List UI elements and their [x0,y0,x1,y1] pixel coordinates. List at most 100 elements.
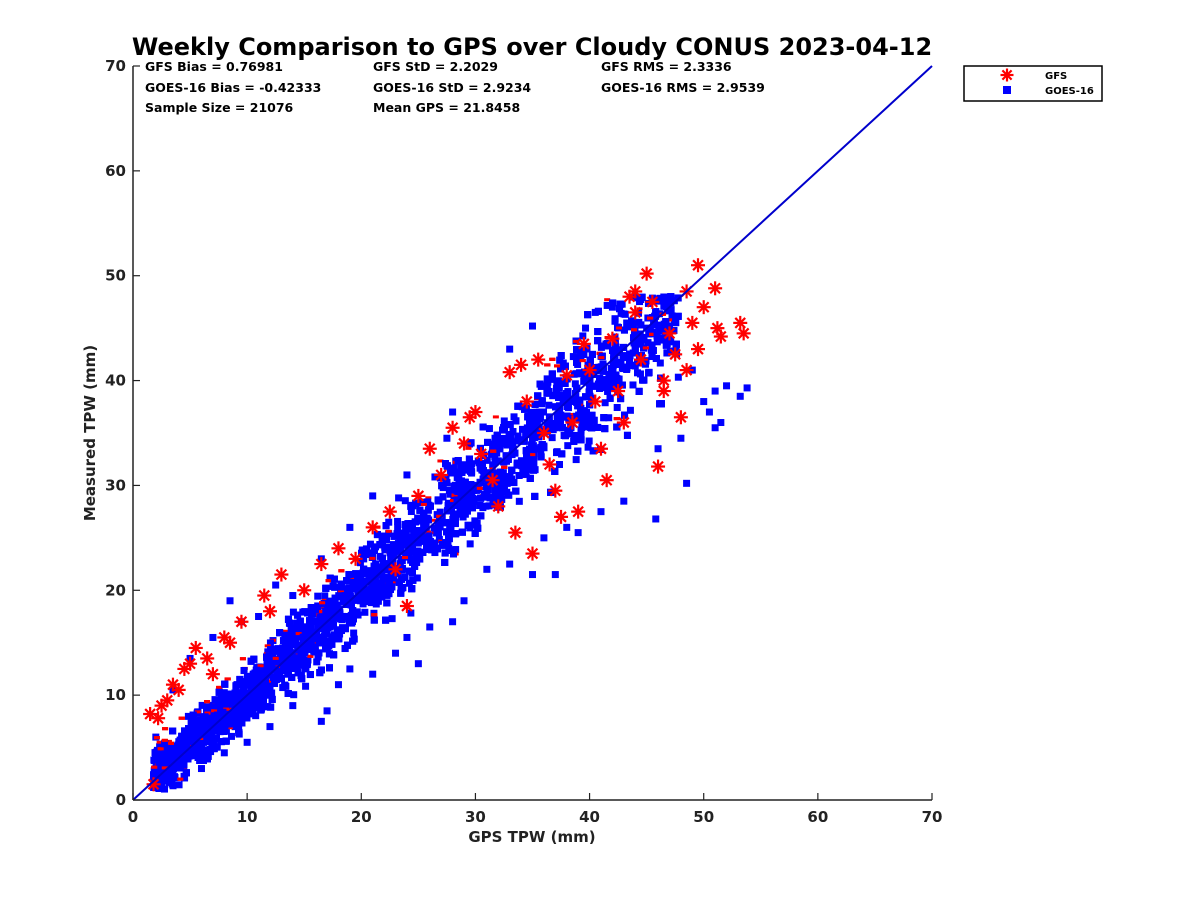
goes16-point [189,724,197,732]
goes16-point [528,453,536,461]
goes16-point [531,434,539,442]
goes16-point [585,437,593,445]
gfs-point [437,459,444,463]
goes16-point [397,589,405,597]
goes16-point [574,447,582,455]
goes16-point [169,768,177,776]
goes16-point [599,367,607,375]
goes16-point [510,413,518,421]
goes16-point [557,352,565,360]
goes16-point [467,467,475,475]
goes16-point [405,567,413,575]
goes16-point [489,501,497,509]
goes16-point [473,486,481,494]
goes16-point [227,700,235,708]
gfs-point [239,657,246,661]
goes16-point [314,592,322,600]
goes16-point [436,508,444,516]
goes16-point [663,340,671,348]
goes16-point [232,722,240,730]
goes16-point [260,673,268,681]
goes16-point [558,450,566,458]
goes16-point [457,462,465,470]
goes16-point [447,469,455,477]
gfs-point [338,569,345,573]
goes16-point [419,548,427,556]
goes16-point [636,334,644,342]
goes16-point [461,461,469,469]
goes16-point [551,424,559,432]
goes16-point [347,612,355,620]
goes16-point [572,370,580,378]
goes16-point [307,604,315,612]
gfs-point [282,629,289,633]
goes16-point [312,617,320,625]
goes16-point [460,491,468,499]
goes16-point [438,482,446,490]
goes16-point [378,571,386,579]
gfs-point [161,738,168,742]
goes16-point [302,682,310,690]
goes16-point [161,740,169,748]
goes16-point [663,349,671,357]
goes16-point [548,434,556,442]
goes16-point [545,401,553,409]
goes16-point [331,594,339,602]
goes16-point [226,597,234,605]
goes16-point [570,437,578,445]
goes16-point [552,403,560,411]
goes16-point [160,785,168,793]
goes16-point [586,375,594,383]
goes16-point [414,660,422,668]
goes16-point [611,315,619,323]
goes16-point [460,597,468,605]
goes16-point [604,387,612,395]
goes16-point [374,597,382,605]
goes16-point [550,391,558,399]
goes16-point [645,330,653,338]
goes16-point [574,529,582,537]
goes16-point [598,342,606,350]
goes16-point [382,616,390,624]
goes16-point [449,464,457,472]
goes16-point [459,513,467,521]
goes16-point [370,616,378,624]
goes16-point [446,547,454,555]
goes16-point [361,608,369,616]
gfs-point [649,332,656,336]
goes16-point [201,746,209,754]
goes16-point [711,387,719,395]
goes16-point [382,522,390,530]
goes16-point [345,571,353,579]
goes16-point [670,326,678,334]
goes16-point [350,629,358,637]
goes16-point [660,293,668,301]
goes16-point [551,419,559,427]
goes16-point [435,535,443,543]
goes16-point [243,714,251,722]
goes16-point [321,629,329,637]
goes16-point [453,473,461,481]
goes16-point [238,719,246,727]
goes16-point [289,608,297,616]
goes16-point [506,345,514,353]
goes16-point [394,517,402,525]
goes16-point [483,456,491,464]
goes16-point [409,576,417,584]
goes16-point [389,559,397,567]
goes16-point [717,419,725,427]
goes16-point [497,490,505,498]
goes16-point [413,551,421,559]
goes16-point [644,339,652,347]
goes16-point [321,592,329,600]
goes16-point [630,339,638,347]
goes16-point [263,658,271,666]
goes16-point [743,384,751,392]
goes16-point [289,592,297,600]
goes16-point [558,391,566,399]
goes16-point [281,658,289,666]
goes16-point [492,496,500,504]
goes16-point [556,406,564,414]
goes16-point [314,622,322,630]
goes16-point [609,299,617,307]
